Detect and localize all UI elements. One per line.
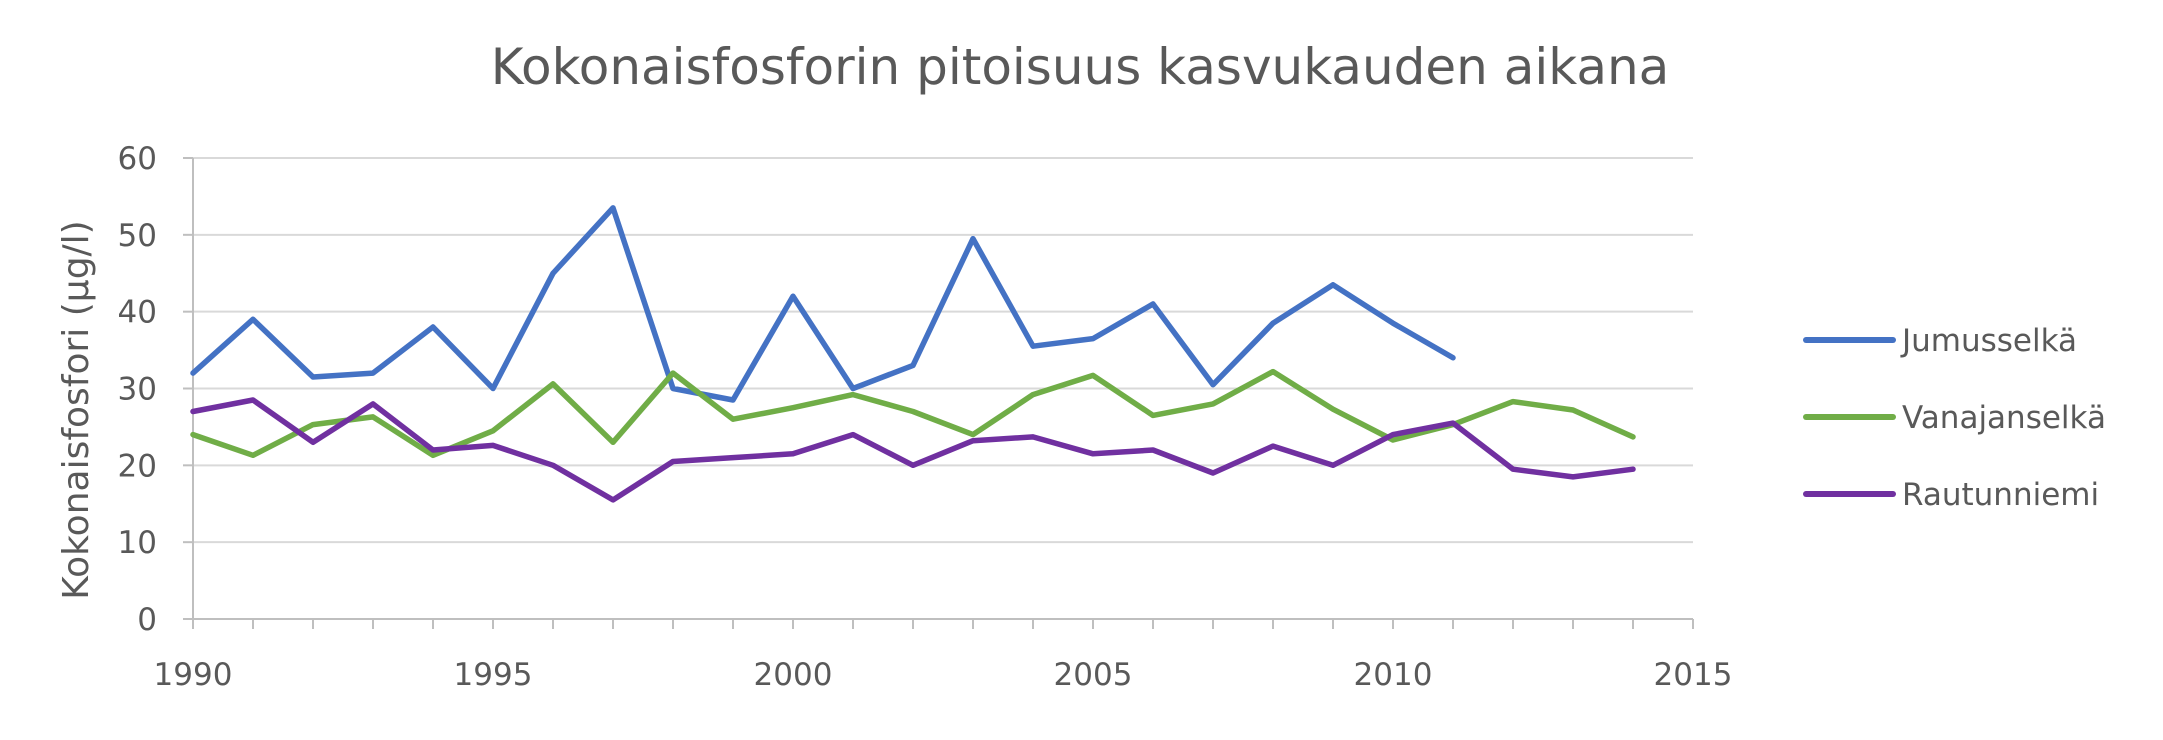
data-point (1090, 372, 1096, 378)
series-line-3 (190, 397, 1636, 503)
data-point (1450, 355, 1456, 361)
data-point (370, 401, 376, 407)
data-point (1270, 320, 1276, 326)
data-point (610, 497, 616, 503)
data-point (970, 438, 976, 444)
data-point (1210, 401, 1216, 407)
x-tick-label: 2010 (1354, 657, 1433, 693)
data-point (790, 405, 796, 411)
data-point (850, 432, 856, 438)
legend-label-1: Jumusselkä (1900, 323, 2077, 359)
chart-title: Kokonaisfosforin pitoisuus kasvukauden a… (491, 38, 1670, 96)
y-tick-label: 0 (137, 602, 157, 638)
data-point (790, 451, 796, 457)
x-tick-label: 2015 (1654, 657, 1733, 693)
data-point (1630, 466, 1636, 472)
data-point (490, 442, 496, 448)
data-point (430, 452, 436, 458)
data-point (490, 428, 496, 434)
data-point (910, 462, 916, 468)
data-point (730, 455, 736, 461)
data-point (370, 370, 376, 376)
data-point (1090, 451, 1096, 457)
data-point (970, 236, 976, 242)
data-point (1270, 369, 1276, 375)
data-point (1210, 470, 1216, 476)
data-point (1510, 399, 1516, 405)
data-point (1630, 434, 1636, 440)
data-point (250, 397, 256, 403)
legend-label-2: Vanajanselkä (1902, 400, 2106, 436)
data-point (1390, 437, 1396, 443)
x-tick-label: 1990 (154, 657, 233, 693)
data-point (1330, 282, 1336, 288)
series-lines (190, 205, 1636, 503)
data-point (790, 293, 796, 299)
data-point (1510, 466, 1516, 472)
data-point (1330, 462, 1336, 468)
y-axis-label: Kokonaisfosfori (µg/l) (56, 220, 97, 599)
y-tick-label: 50 (118, 218, 157, 254)
x-tick-label: 1995 (454, 657, 533, 693)
data-point (430, 447, 436, 453)
data-point (670, 370, 676, 376)
y-tick-label: 60 (118, 141, 157, 177)
data-point (730, 416, 736, 422)
data-point (190, 409, 196, 415)
data-point (850, 386, 856, 391)
y-tick-labels: 0 10 20 30 40 50 60 (118, 141, 157, 638)
data-point (550, 381, 556, 387)
data-point (1450, 420, 1456, 426)
data-point (970, 432, 976, 438)
data-point (1390, 320, 1396, 326)
data-point (550, 462, 556, 468)
data-point (1030, 434, 1036, 440)
series-line-1 (190, 205, 1456, 403)
data-point (250, 316, 256, 322)
y-tick-label: 30 (118, 372, 157, 408)
x-tick-labels: 1990 1995 2000 2005 2010 2015 (154, 657, 1733, 693)
legend-label-3: Rautunniemi (1902, 477, 2099, 513)
x-tick-label: 2000 (754, 657, 833, 693)
y-tick-label: 40 (118, 295, 157, 331)
data-point (1330, 406, 1336, 412)
data-point (850, 392, 856, 398)
data-point (550, 270, 556, 276)
data-point (670, 458, 676, 464)
data-point (910, 409, 916, 415)
data-point (310, 374, 316, 380)
data-point (430, 324, 436, 330)
data-point (1570, 474, 1576, 480)
data-point (610, 439, 616, 445)
data-point (310, 439, 316, 445)
data-point (910, 362, 916, 368)
data-point (1570, 407, 1576, 413)
data-point (1150, 412, 1156, 418)
x-tick-label: 2005 (1054, 657, 1133, 693)
data-point (490, 386, 496, 391)
data-point (1090, 336, 1096, 342)
gridlines (193, 157, 1693, 544)
data-point (310, 422, 316, 428)
data-point (1270, 443, 1276, 449)
data-point (670, 386, 676, 391)
data-point (250, 452, 256, 458)
data-point (730, 397, 736, 403)
data-point (190, 432, 196, 438)
data-point (1030, 392, 1036, 398)
data-point (1150, 301, 1156, 307)
axes (183, 157, 1694, 629)
legend: Jumusselkä Vanajanselkä Rautunniemi (1803, 323, 2106, 513)
data-point (1030, 343, 1036, 349)
data-point (610, 205, 616, 211)
data-point (370, 414, 376, 420)
y-tick-label: 20 (118, 448, 157, 484)
data-point (1390, 432, 1396, 438)
y-tick-label: 10 (118, 525, 157, 561)
data-point (190, 370, 196, 376)
data-point (1150, 447, 1156, 453)
data-point (1210, 382, 1216, 388)
